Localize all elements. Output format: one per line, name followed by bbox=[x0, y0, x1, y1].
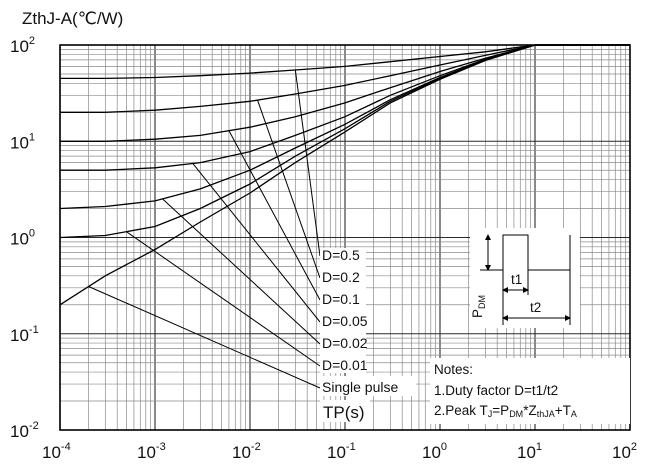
label-d-0-1: D=0.1 bbox=[322, 291, 360, 307]
note-peak-temp: 2.Peak TJ=PDM*ZthJA+TA bbox=[434, 403, 577, 419]
label-d-0-02: D=0.02 bbox=[322, 335, 368, 351]
series-line-single-pulse bbox=[59, 44, 630, 306]
x-tick-label: 100 bbox=[422, 441, 447, 462]
label-d-0-05: D=0.05 bbox=[322, 313, 368, 329]
label-leaders bbox=[88, 69, 321, 389]
y-tick-label: 10-1 bbox=[10, 324, 39, 345]
series-line-d-0-1 bbox=[60, 44, 630, 142]
leader-line bbox=[162, 198, 321, 345]
label-d-0-01: D=0.01 bbox=[322, 357, 368, 373]
label-single-pulse: Single pulse bbox=[322, 379, 398, 395]
y-tick-label: 10-2 bbox=[10, 420, 39, 441]
x-tick-label: 10-3 bbox=[137, 441, 166, 462]
inset-pdm-label: PDM bbox=[470, 295, 487, 318]
leader-line bbox=[294, 69, 321, 257]
label-d-0-2: D=0.2 bbox=[322, 269, 360, 285]
label-d-0-5: D=0.5 bbox=[322, 247, 360, 263]
series-labels: D=0.5 D=0.2 D=0.1 D=0.05 D=0.02 D=0.01 S… bbox=[320, 247, 416, 396]
note-duty-factor: 1.Duty factor D=t1/t2 bbox=[434, 383, 558, 398]
curves bbox=[59, 44, 630, 306]
x-tick-label: 10-2 bbox=[232, 441, 261, 462]
x-tick-label: 102 bbox=[612, 441, 637, 462]
x-tick-label: 101 bbox=[517, 441, 542, 462]
y-tick-label: 100 bbox=[10, 228, 35, 249]
pulse-inset-diagram: t1 t2 PDM bbox=[470, 228, 580, 328]
leader-line bbox=[192, 163, 321, 323]
leader-line bbox=[126, 231, 321, 367]
leader-line bbox=[257, 99, 321, 279]
leader-line bbox=[88, 286, 321, 389]
tick-labels: 10-4 10-3 10-2 10-1 100 101 102 10-2 10-1 100 101 1… bbox=[10, 35, 637, 462]
series-line-d-0-5 bbox=[60, 44, 630, 80]
y-axis-label: ZthJ-A(℃/W) bbox=[22, 9, 123, 28]
y-tick-label: 102 bbox=[10, 35, 35, 56]
notes-title: Notes: bbox=[434, 362, 473, 377]
x-tick-label: 10-1 bbox=[327, 441, 356, 462]
y-tick-label: 101 bbox=[10, 131, 35, 152]
x-tick-label: 10-4 bbox=[42, 441, 71, 462]
inset-t2-label: t2 bbox=[530, 300, 541, 315]
notes-box: Notes: 1.Duty factor D=t1/t2 2.Peak TJ=P… bbox=[430, 358, 630, 424]
series-line-d-0-2 bbox=[60, 44, 630, 113]
inset-t1-label: t1 bbox=[511, 272, 522, 287]
x-axis-label: TP(s) bbox=[323, 403, 365, 422]
leader-line bbox=[228, 130, 321, 301]
